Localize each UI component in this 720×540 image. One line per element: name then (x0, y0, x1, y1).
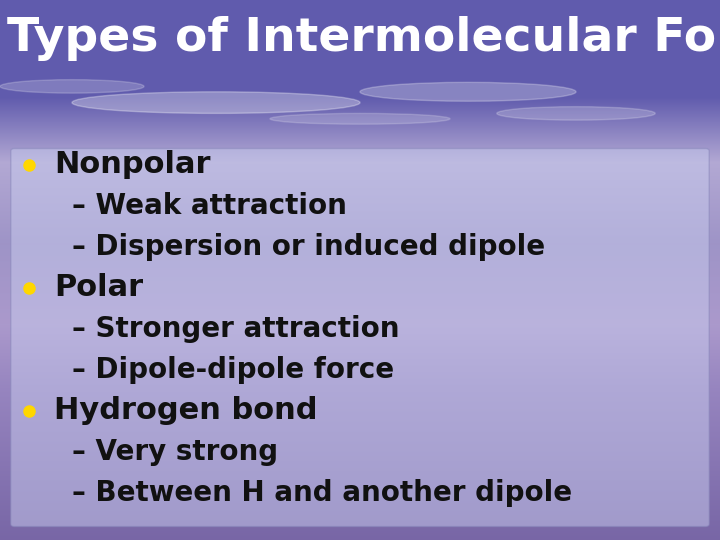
Ellipse shape (0, 80, 144, 93)
Text: Nonpolar: Nonpolar (54, 150, 210, 179)
FancyBboxPatch shape (11, 148, 709, 526)
Text: – Very strong: – Very strong (72, 438, 278, 466)
Ellipse shape (360, 82, 576, 102)
Text: Polar: Polar (54, 273, 143, 302)
Text: Types of Intermolecular Forces: Types of Intermolecular Forces (7, 16, 720, 61)
Text: – Stronger attraction: – Stronger attraction (72, 315, 400, 343)
Text: – Dipole-dipole force: – Dipole-dipole force (72, 356, 394, 384)
Ellipse shape (497, 106, 655, 120)
Text: – Between H and another dipole: – Between H and another dipole (72, 479, 572, 507)
Text: Hydrogen bond: Hydrogen bond (54, 396, 318, 426)
Text: – Dispersion or induced dipole: – Dispersion or induced dipole (72, 233, 545, 261)
Text: – Weak attraction: – Weak attraction (72, 192, 347, 220)
Ellipse shape (270, 113, 450, 124)
Ellipse shape (72, 92, 360, 113)
